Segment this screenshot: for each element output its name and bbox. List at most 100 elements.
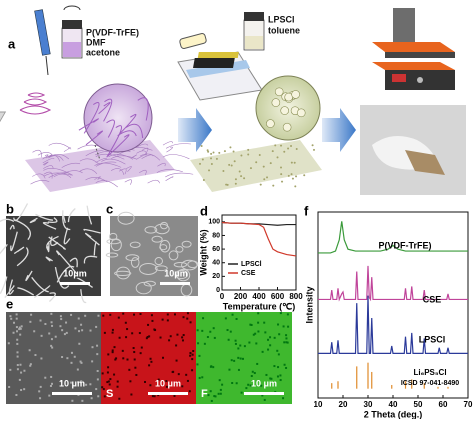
arrow [322,108,356,152]
speckle [245,387,248,390]
speckle [51,382,54,385]
speckle [30,313,33,316]
speckle [39,385,42,388]
speckle [13,321,16,324]
particle [293,161,296,164]
speckle [71,399,74,402]
fiber [106,119,115,138]
speckle [38,390,41,393]
speckle [102,388,105,391]
speckle [103,331,106,334]
reagent: P(VDF-TrFE) [86,27,139,37]
speckle [150,360,153,363]
speckle [126,328,129,331]
speckle [248,341,251,344]
fiber [9,224,15,230]
speckle [192,350,195,353]
speckle [59,315,62,318]
speckle [166,319,169,322]
speckle [263,398,266,401]
speckle [253,372,256,375]
fiber [47,243,50,253]
grain [159,244,168,251]
speckle [80,380,83,383]
speckle [269,336,272,339]
particle [247,153,250,156]
fiber [43,172,72,177]
speckle [107,366,110,369]
speckle [230,359,233,362]
speckle [102,314,105,317]
speckle [18,328,21,331]
fiber [76,277,93,289]
speckle [231,313,234,316]
particle [280,144,283,147]
particle [202,178,205,181]
grain [176,268,191,282]
speckle [257,330,260,333]
speckle [70,361,73,364]
series-label: P(VDF-TrFE) [379,240,432,250]
speckle [249,384,252,387]
speckle [207,394,210,397]
speckle [79,360,82,363]
fiber [77,144,99,150]
particle [226,183,229,186]
fiber [61,162,81,168]
speckle [50,375,53,378]
particle [206,149,209,152]
speckle [101,386,104,389]
speckle [133,351,136,354]
speckle [111,349,114,352]
speckle [218,379,221,382]
particle [266,119,275,128]
speckle [176,333,179,336]
speckle [89,329,92,332]
speckle [23,388,26,391]
speckle [219,388,222,391]
fiber [147,179,161,184]
particle [215,157,218,160]
fiber [48,142,72,150]
speckle [66,357,69,360]
fiber [37,152,54,156]
particle [312,148,315,151]
speckle [59,325,62,328]
speckle [149,384,152,387]
speckle [77,317,80,320]
speckle [34,354,37,357]
fiber [137,97,149,121]
speckle [201,390,204,393]
composite-membrane [190,140,322,192]
speckle [240,391,243,394]
particle [234,178,237,181]
fiber [35,213,53,221]
speckle [128,368,131,371]
speckle [144,380,147,383]
particle [262,165,265,168]
speckle [286,341,289,344]
particle [199,162,202,165]
fiber [107,134,130,157]
x-tick-label: 0 [220,292,225,301]
reagent: LPSCl [268,14,295,24]
speckle [250,323,253,326]
particle [283,150,286,153]
speckle [189,352,192,355]
speckle [219,392,222,395]
speckle [257,312,260,315]
speckle [279,312,282,315]
particle [247,148,250,151]
speckle [18,378,21,381]
speckle [237,347,240,350]
speckle [16,355,19,358]
speckle [181,339,184,342]
scale-bar-label: 10μm [164,268,188,278]
panel-label: f [304,203,309,218]
speckle [279,379,282,382]
series-label: LPSCl [419,334,446,344]
x-tick-label: 600 [271,292,285,301]
particle [240,154,243,157]
fiber [119,168,127,175]
